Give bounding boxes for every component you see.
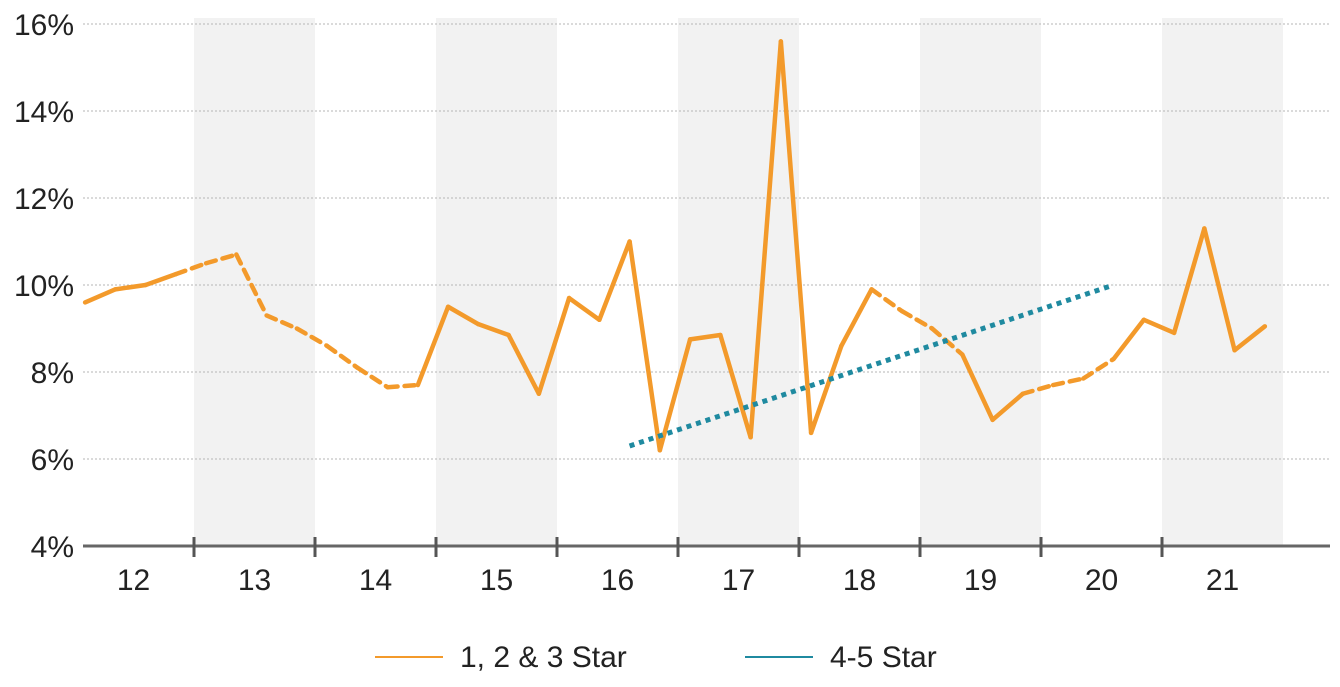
- x-tick-label: 15: [480, 564, 513, 597]
- x-tick-label: 13: [238, 564, 271, 597]
- band-13: [194, 18, 315, 546]
- series-segment-1-2-3-star: [82, 287, 118, 305]
- legend-label: 1, 2 & 3 Star: [460, 641, 627, 674]
- y-tick-label: 8%: [31, 357, 74, 390]
- series-segment-1-2-3-star: [476, 321, 511, 338]
- y-tick-label: 10%: [14, 270, 74, 303]
- series-segment-1-2-3-star: [839, 287, 874, 349]
- series-segment-1-2-3-star: [597, 239, 632, 323]
- x-tick-label: 20: [1085, 564, 1118, 597]
- series-segment-1-2-3-star: [203, 252, 239, 266]
- series-segment-1-2-3-star: [627, 239, 663, 453]
- series-segment-1-2-3-star: [1081, 356, 1116, 381]
- y-tick-label: 14%: [14, 96, 74, 129]
- x-tick-label: 17: [722, 564, 755, 597]
- series-segment-1-2-3-star: [687, 332, 723, 342]
- series-segment-1-2-3-star: [506, 332, 542, 396]
- legend-label: 4-5 Star: [830, 641, 937, 674]
- series-segment-1-2-3-star: [324, 343, 360, 370]
- series-segment-1-2-3-star: [990, 391, 1026, 423]
- series-segment-1-2-3-star: [1020, 382, 1056, 396]
- series-segment-1-2-3-star: [960, 352, 995, 423]
- series-segment-1-2-3-star: [355, 365, 390, 390]
- series-segment-1-2-3-star: [173, 261, 209, 277]
- x-tick-label: 18: [843, 564, 876, 597]
- series-segment-1-2-3-star: [808, 343, 844, 436]
- x-axis: [83, 537, 1330, 557]
- y-tick-label: 6%: [31, 444, 74, 477]
- series-segment-1-2-3-star: [234, 252, 269, 318]
- series-segment-1-2-3-star: [445, 304, 481, 327]
- band-15: [436, 18, 557, 546]
- alternating-bands: [194, 18, 1283, 546]
- series-segment-1-2-3-star: [113, 282, 148, 292]
- series-segment-1-2-3-star: [143, 271, 179, 288]
- y-tick-label: 12%: [14, 183, 74, 216]
- series-segment-1-2-3-star: [718, 332, 753, 440]
- series-segment-1-2-3-star: [566, 295, 602, 323]
- y-axis-labels: 4% 6% 8% 10% 12% 14% 16%: [14, 9, 74, 564]
- x-tick-label: 14: [359, 564, 392, 597]
- band-21: [1162, 18, 1283, 546]
- series-lines: [82, 39, 1268, 453]
- series-segment-1-2-3-star: [415, 304, 451, 388]
- band-17: [678, 18, 799, 546]
- series-segment-1-2-3-star: [899, 308, 935, 331]
- band-19: [920, 18, 1041, 546]
- x-tick-label: 12: [117, 564, 150, 597]
- x-axis-labels: 12 13 14 15 16 17 18 19 20 21: [117, 564, 1239, 597]
- series-segment-1-2-3-star: [657, 337, 693, 453]
- series-segment-1-2-3-star: [778, 39, 814, 436]
- series-segment-1-2-3-star: [869, 287, 905, 314]
- x-tick-label: 19: [964, 564, 997, 597]
- series-segment-1-2-3-star: [1232, 324, 1268, 353]
- x-tick-label: 21: [1206, 564, 1239, 597]
- series-segment-1-2-3-star: [294, 326, 330, 349]
- series-segment-1-2-3-star: [1141, 317, 1177, 336]
- series-segment-1-2-3-star: [264, 313, 300, 331]
- series-segment-1-2-3-star: [1111, 317, 1147, 362]
- series-segment-1-2-3-star: [1050, 376, 1086, 388]
- y-tick-label: 4%: [31, 531, 74, 564]
- legend: 1, 2 & 3 Star 4-5 Star: [375, 641, 937, 674]
- y-tick-label: 16%: [14, 9, 74, 42]
- series-segment-1-2-3-star: [385, 382, 421, 390]
- series-segment-1-2-3-star: [1202, 226, 1237, 353]
- series-segment-1-2-3-star: [748, 39, 784, 440]
- series-segment-1-2-3-star: [536, 295, 572, 396]
- x-tick-label: 16: [601, 564, 634, 597]
- series-segment-1-2-3-star: [1171, 226, 1207, 336]
